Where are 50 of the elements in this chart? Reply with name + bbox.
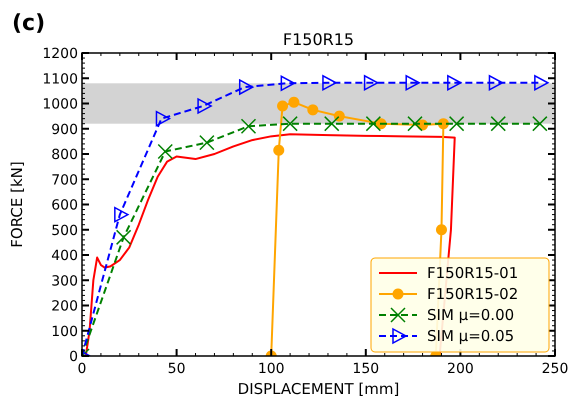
point bbox=[436, 224, 447, 236]
y-tick-label: 200 bbox=[51, 298, 78, 314]
point bbox=[158, 144, 173, 160]
x-tick-label: 100 bbox=[258, 361, 285, 377]
point bbox=[334, 110, 345, 122]
text: (c) bbox=[12, 11, 46, 36]
point bbox=[405, 75, 420, 91]
x-tick-label: 150 bbox=[352, 361, 380, 377]
y-tick-label: 500 bbox=[51, 222, 78, 239]
point bbox=[324, 116, 340, 132]
y-tick-label: 1100 bbox=[42, 71, 78, 88]
point bbox=[277, 100, 288, 112]
point bbox=[407, 116, 423, 132]
point bbox=[448, 116, 464, 132]
y-tick-label: 800 bbox=[51, 147, 78, 163]
x-tick-label: 200 bbox=[447, 361, 474, 377]
point bbox=[322, 75, 337, 91]
point bbox=[197, 98, 212, 114]
legend-label: F150R15-02 bbox=[427, 285, 518, 303]
point bbox=[280, 76, 296, 92]
y-tick-label: 0 bbox=[69, 349, 78, 365]
x-tick-label: 250 bbox=[542, 361, 568, 377]
point bbox=[238, 79, 254, 95]
point bbox=[199, 134, 215, 150]
point bbox=[282, 116, 298, 132]
point bbox=[307, 104, 318, 116]
point bbox=[364, 75, 378, 91]
y-tick-label: 700 bbox=[51, 172, 78, 188]
point bbox=[288, 96, 300, 108]
point bbox=[156, 110, 170, 126]
y-tick-label: 900 bbox=[51, 122, 78, 138]
chart-title: F150R15 bbox=[282, 30, 354, 49]
point bbox=[114, 206, 129, 222]
point bbox=[273, 144, 284, 156]
y-tick-label: 600 bbox=[51, 198, 78, 214]
y-tick-label: 300 bbox=[51, 273, 78, 290]
y-axis-title: FORCE [kN] bbox=[8, 161, 26, 248]
x-axis-title: DISPLACEMENT [mm] bbox=[238, 380, 400, 398]
point bbox=[366, 116, 382, 132]
y-tick-label: 100 bbox=[51, 324, 78, 340]
point bbox=[490, 116, 506, 132]
x-tick-label: 50 bbox=[168, 361, 186, 377]
point bbox=[240, 118, 256, 134]
legend-label: F150R15-01 bbox=[427, 264, 518, 282]
y-tick-label: 400 bbox=[51, 248, 78, 264]
y-tick-label: 1200 bbox=[42, 46, 78, 62]
legend-label: SIM μ=0.00 bbox=[427, 306, 514, 324]
legend-label: SIM μ=0.05 bbox=[427, 327, 514, 345]
point bbox=[532, 116, 548, 132]
y-tick-label: 1000 bbox=[42, 96, 78, 112]
